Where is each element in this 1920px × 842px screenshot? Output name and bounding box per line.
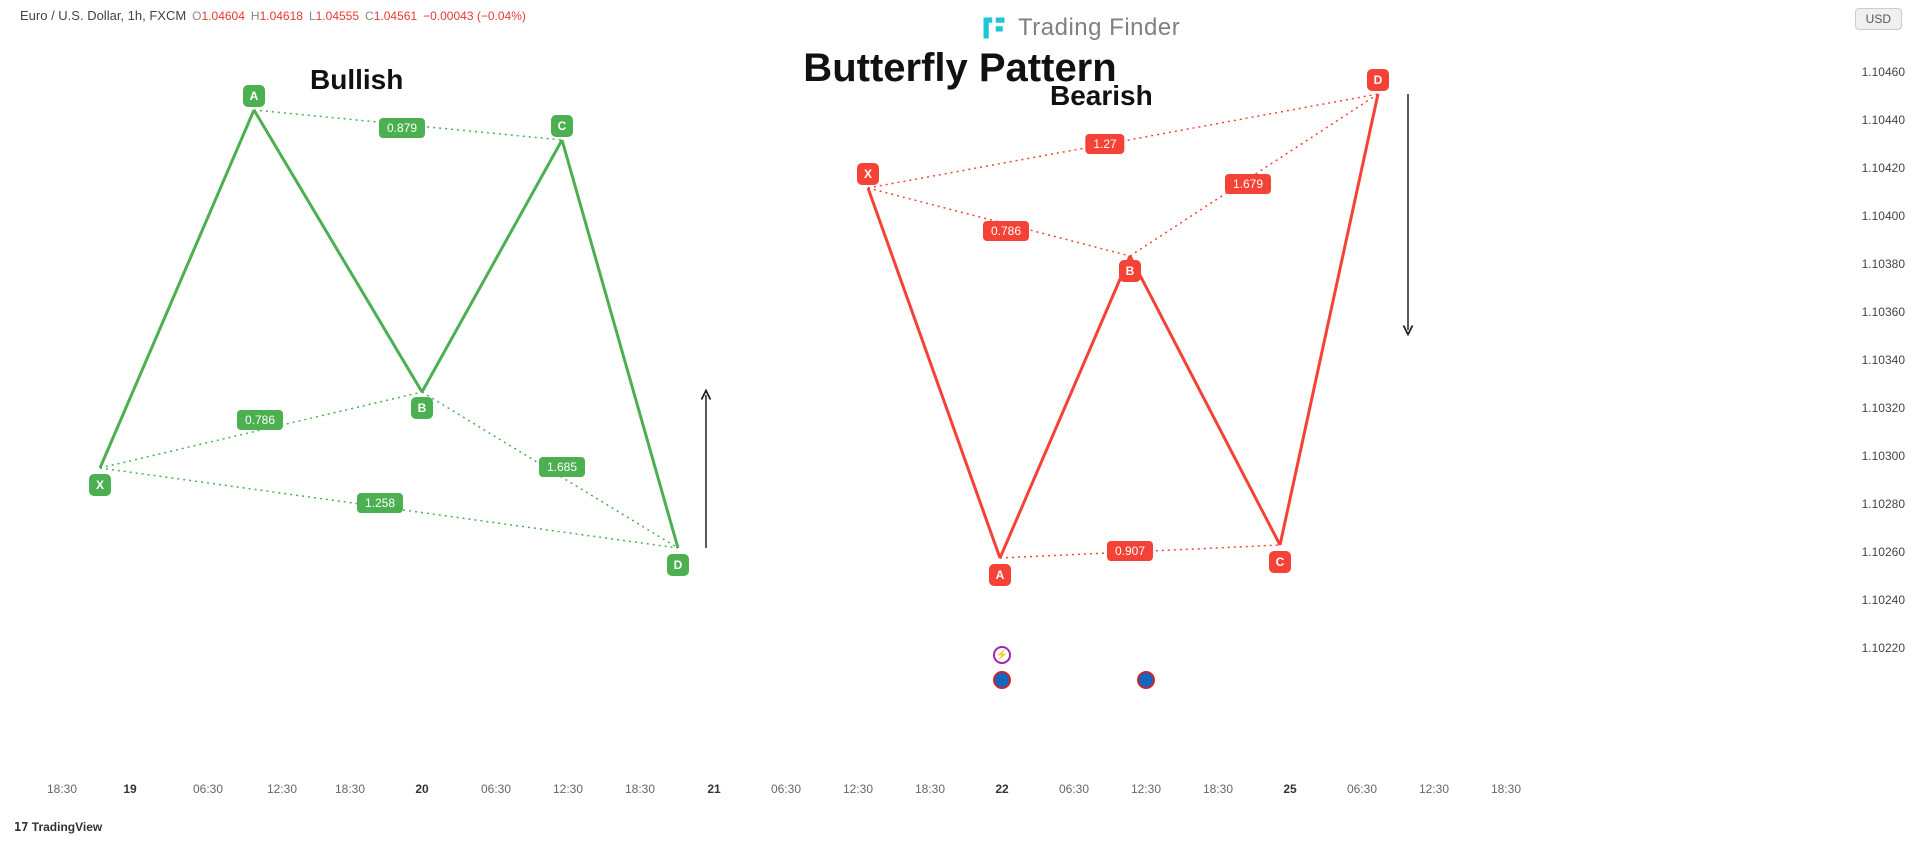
x-tick: 06:30 xyxy=(1059,782,1089,796)
pattern-point-B: B xyxy=(411,397,433,419)
y-tick: 1.10220 xyxy=(1862,641,1905,655)
brand: Trading Finder xyxy=(980,14,1180,42)
y-tick: 1.10260 xyxy=(1862,545,1905,559)
event-dot-icon[interactable] xyxy=(1137,671,1155,689)
y-tick: 1.10340 xyxy=(1862,353,1905,367)
x-tick: 18:30 xyxy=(1491,782,1521,796)
x-tick: 19 xyxy=(123,782,136,796)
y-tick: 1.10280 xyxy=(1862,497,1905,511)
ratio-label: 1.27 xyxy=(1085,134,1124,154)
ratio-label: 1.258 xyxy=(357,493,403,513)
x-tick: 18:30 xyxy=(625,782,655,796)
y-tick: 1.10240 xyxy=(1862,593,1905,607)
pattern-point-C: C xyxy=(551,115,573,137)
x-tick: 12:30 xyxy=(843,782,873,796)
x-tick: 18:30 xyxy=(1203,782,1233,796)
ratio-label: 1.685 xyxy=(539,457,585,477)
x-tick: 18:30 xyxy=(335,782,365,796)
x-tick: 06:30 xyxy=(1347,782,1377,796)
ratio-label: 0.786 xyxy=(983,221,1029,241)
ratio-label: 0.907 xyxy=(1107,541,1153,561)
pattern-point-D: D xyxy=(1367,69,1389,91)
tradingview-logo: 17 TradingView xyxy=(14,820,102,834)
chart-canvas xyxy=(0,0,1920,842)
brand-text: Trading Finder xyxy=(1018,14,1180,42)
pattern-point-A: A xyxy=(243,85,265,107)
x-tick: 18:30 xyxy=(915,782,945,796)
x-tick: 21 xyxy=(707,782,720,796)
y-tick: 1.10300 xyxy=(1862,449,1905,463)
y-tick: 1.10400 xyxy=(1862,209,1905,223)
y-axis: 1.10460 1.10440 1.10420 1.10400 1.10380 1.103… xyxy=(1850,0,1920,760)
x-tick: 18:30 xyxy=(47,782,77,796)
x-tick: 06:30 xyxy=(481,782,511,796)
x-tick: 12:30 xyxy=(267,782,297,796)
x-tick: 12:30 xyxy=(553,782,583,796)
x-tick: 20 xyxy=(415,782,428,796)
pattern-point-A: A xyxy=(989,564,1011,586)
ratio-label: 0.786 xyxy=(237,410,283,430)
ratio-label: 1.679 xyxy=(1225,174,1271,194)
x-tick: 06:30 xyxy=(193,782,223,796)
pattern-point-X: X xyxy=(857,163,879,185)
pattern-point-B: B xyxy=(1119,260,1141,282)
pattern-point-X: X xyxy=(89,474,111,496)
x-axis: 18:30 19 06:30 12:30 18:30 20 06:30 12:30 18:30 2… xyxy=(0,782,1920,802)
x-tick: 12:30 xyxy=(1419,782,1449,796)
y-tick: 1.10380 xyxy=(1862,257,1905,271)
ratio-label: 0.879 xyxy=(379,118,425,138)
y-tick: 1.10420 xyxy=(1862,161,1905,175)
pattern-point-C: C xyxy=(1269,551,1291,573)
event-dot-icon[interactable] xyxy=(993,671,1011,689)
y-tick: 1.10320 xyxy=(1862,401,1905,415)
brand-icon xyxy=(980,14,1008,42)
x-tick: 25 xyxy=(1283,782,1296,796)
pattern-point-D: D xyxy=(667,554,689,576)
x-tick: 06:30 xyxy=(771,782,801,796)
x-tick: 22 xyxy=(995,782,1008,796)
y-tick: 1.10440 xyxy=(1862,113,1905,127)
x-tick: 12:30 xyxy=(1131,782,1161,796)
lightning-icon[interactable]: ⚡ xyxy=(993,646,1011,664)
y-tick: 1.10360 xyxy=(1862,305,1905,319)
y-tick: 1.10460 xyxy=(1862,65,1905,79)
